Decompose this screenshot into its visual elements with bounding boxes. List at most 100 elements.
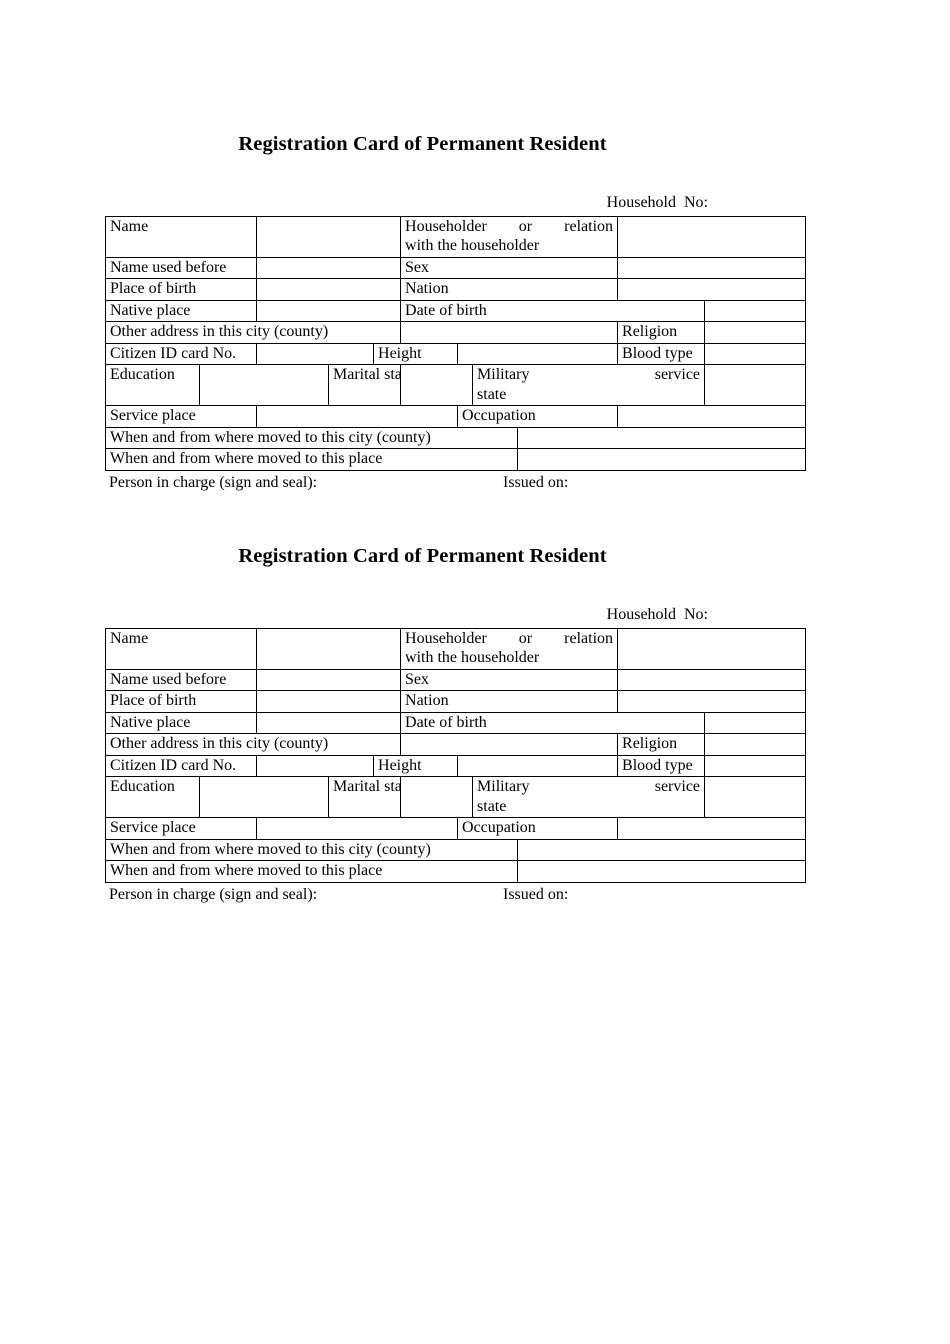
field-label-service-place: Service place: [104, 817, 258, 840]
field-value-blood-type[interactable]: [704, 754, 807, 778]
field-label-other-address: Other address in this city (county): [104, 321, 402, 344]
field-value-education[interactable]: [198, 364, 330, 407]
field-value-height[interactable]: [457, 754, 619, 778]
field-value-blood-type[interactable]: [704, 342, 807, 366]
field-label-moved-to-place: When and from where moved to this place: [104, 448, 519, 471]
household-no-label-2: Household No:: [606, 605, 708, 623]
field-value-date-of-birth[interactable]: [704, 299, 807, 323]
field-value-name-used-before[interactable]: [256, 256, 402, 280]
field-label-name: Name: [104, 215, 258, 258]
field-value-service-place[interactable]: [256, 405, 459, 428]
field-value-other-address[interactable]: [400, 321, 619, 344]
person-in-charge-label: Person in charge (sign and seal):: [109, 885, 318, 903]
field-value-marital-status[interactable]: [400, 364, 474, 407]
field-value-place-of-birth[interactable]: [256, 278, 402, 301]
field-value-nation[interactable]: [617, 278, 807, 301]
field-label-name-used-before: Name used before: [104, 668, 258, 692]
field-label-moved-to-city: When and from where moved to this city (…: [104, 838, 519, 862]
table-row-citizen-id: Citizen ID card No. Height Blood type: [104, 754, 807, 778]
field-value-marital-status[interactable]: [400, 776, 474, 819]
field-label-height: Height: [373, 342, 459, 366]
field-label-nation: Nation: [400, 690, 619, 713]
table-row-other-address: Other address in this city (county) Reli…: [104, 321, 807, 344]
field-value-moved-to-place[interactable]: [517, 448, 807, 471]
card-footer: Person in charge (sign and seal): Issued…: [105, 473, 805, 495]
blood-type-line-2: type: [665, 344, 693, 362]
householder-relation-line-2: with the householder: [405, 237, 540, 255]
page-title: Registration Card of Permanent Resident: [238, 133, 607, 155]
field-label-education: Education: [105, 776, 200, 819]
householder-relation-line-1: Householder or relation: [405, 217, 614, 235]
field-label-marital-status: Marital status: [328, 364, 402, 407]
registration-table-2: Name Householder or relation with the ho…: [104, 627, 807, 883]
field-value-education[interactable]: [198, 776, 330, 819]
household-no-line: Household No:: [105, 193, 805, 212]
field-value-name[interactable]: [256, 215, 402, 258]
field-value-citizen-id[interactable]: [256, 342, 375, 366]
field-label-blood-type: Blood type: [617, 342, 706, 366]
field-value-moved-to-place[interactable]: [517, 860, 807, 883]
field-label-native-place: Native place: [104, 299, 258, 323]
householder-relation-line-1: Householder or relation: [405, 629, 614, 647]
field-value-moved-to-city[interactable]: [517, 426, 807, 450]
field-label-religion: Religion: [617, 733, 706, 756]
field-value-place-of-birth[interactable]: [256, 690, 402, 713]
table-row-name-used-before: Name used before Sex: [104, 256, 807, 280]
military-service-line-1: Military service: [477, 778, 701, 796]
field-value-other-address[interactable]: [400, 733, 619, 756]
field-label-name-used-before: Name used before: [104, 256, 258, 280]
field-value-service-place[interactable]: [256, 817, 459, 840]
field-value-religion[interactable]: [704, 733, 807, 756]
card-footer-2: Person in charge (sign and seal): Issued…: [105, 885, 805, 907]
field-label-name: Name: [104, 627, 258, 670]
table-row-other-address: Other address in this city (county) Reli…: [104, 733, 807, 756]
table-row-native-place: Native place Date of birth: [104, 299, 807, 323]
field-label-moved-to-city: When and from where moved to this city (…: [104, 426, 519, 450]
military-service-line-2: state: [477, 797, 507, 815]
field-value-sex[interactable]: [617, 256, 807, 280]
field-label-military-service: Military service state: [472, 776, 706, 819]
field-value-occupation[interactable]: [617, 405, 807, 428]
registration-card-2: Registration Card of Permanent Resident …: [104, 544, 807, 907]
table-row-moved-to-place: When and from where moved to this place: [104, 448, 807, 471]
field-value-name-used-before[interactable]: [256, 668, 402, 692]
table-row-name: Name Householder or relation with the ho…: [104, 215, 807, 258]
table-row-moved-to-city: When and from where moved to this city (…: [104, 426, 807, 450]
field-label-place-of-birth: Place of birth: [104, 690, 258, 713]
table-row-name: Name Householder or relation with the ho…: [104, 627, 807, 670]
field-label-religion: Religion: [617, 321, 706, 344]
field-value-sex[interactable]: [617, 668, 807, 692]
field-value-occupation[interactable]: [617, 817, 807, 840]
field-value-native-place[interactable]: [256, 711, 402, 735]
field-value-householder-relation[interactable]: [617, 627, 807, 670]
military-service-line-2: state: [477, 385, 507, 403]
registration-card-1: Registration Card of Permanent Resident …: [104, 132, 807, 495]
field-label-occupation: Occupation: [457, 817, 619, 840]
field-value-nation[interactable]: [617, 690, 807, 713]
table-row-moved-to-place: When and from where moved to this place: [104, 860, 807, 883]
field-value-military-service[interactable]: [704, 776, 807, 819]
field-value-householder-relation[interactable]: [617, 215, 807, 258]
issued-on-label: Issued on:: [503, 473, 569, 491]
table-row-name-used-before: Name used before Sex: [104, 668, 807, 692]
field-value-date-of-birth[interactable]: [704, 711, 807, 735]
field-value-religion[interactable]: [704, 321, 807, 344]
field-value-height[interactable]: [457, 342, 619, 366]
field-value-native-place[interactable]: [256, 299, 402, 323]
table-row-service-place: Service place Occupation: [104, 817, 807, 840]
field-label-occupation: Occupation: [457, 405, 619, 428]
household-no-label: Household No:: [606, 193, 708, 211]
field-value-moved-to-city[interactable]: [517, 838, 807, 862]
field-value-military-service[interactable]: [704, 364, 807, 407]
issued-on-label: Issued on:: [503, 885, 569, 903]
field-value-citizen-id[interactable]: [256, 754, 375, 778]
field-label-military-service: Military service state: [472, 364, 706, 407]
field-label-marital-status: Marital status: [328, 776, 402, 819]
table-row-place-of-birth: Place of birth Nation: [104, 690, 807, 713]
table-row-education: Education Marital status Military servic…: [105, 776, 807, 819]
field-label-nation: Nation: [400, 278, 619, 301]
military-service-line-1: Military service: [477, 366, 701, 384]
table-row-education: Education Marital status Military servic…: [105, 364, 807, 407]
field-value-name[interactable]: [256, 627, 402, 670]
